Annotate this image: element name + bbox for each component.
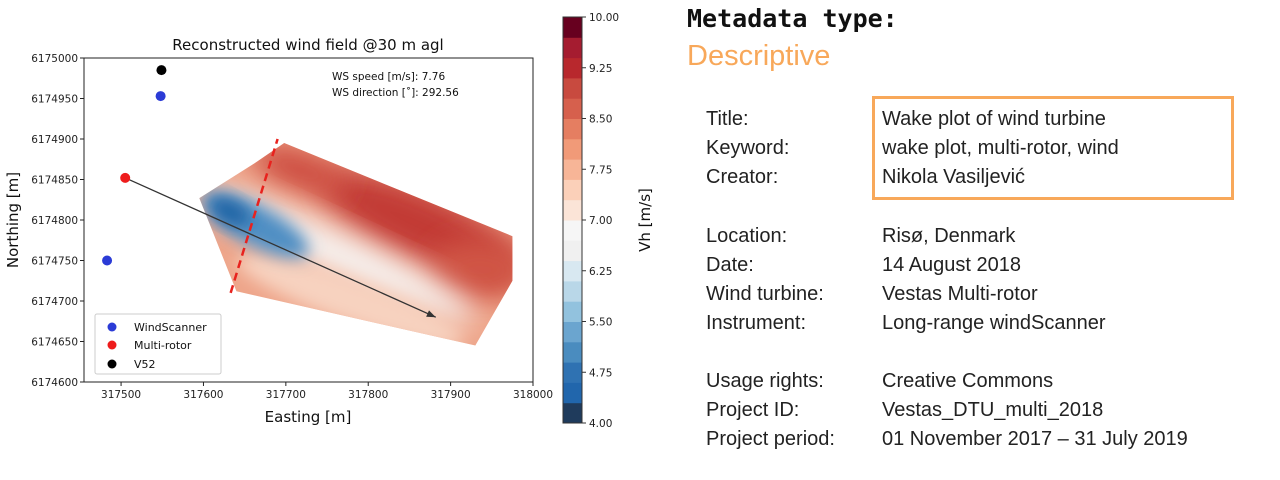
colorbar-band — [563, 37, 582, 59]
colorbar-band — [563, 17, 582, 38]
colorbar-tick-label: 6.25 — [589, 266, 612, 278]
metadata-label: Title: — [706, 108, 749, 130]
arrow-head — [426, 310, 436, 318]
ws-direction-annotation: WS direction [˚]: 292.56 — [332, 87, 459, 99]
x-tick-label: 317600 — [183, 389, 223, 401]
legend: WindScanner Multi-rotor V52 — [94, 313, 222, 375]
colorbar-band — [563, 260, 582, 282]
point-windscanner — [155, 91, 166, 102]
y-tick-label: 6174800 — [31, 215, 78, 227]
metadata-row: Location: Risø, Denmark — [706, 225, 1015, 248]
x-axis-label: Easting [m] — [265, 408, 352, 426]
metadata-row: Keyword: wake plot, multi-rotor, wind — [706, 137, 1119, 160]
colorbar-band — [563, 57, 582, 79]
colorbar-band — [563, 77, 582, 99]
metadata-label: Keyword: — [706, 137, 790, 159]
metadata-label: Usage rights: — [706, 370, 824, 392]
metadata-heading: Metadata type: — [687, 4, 898, 33]
wind-direction-arrow — [124, 177, 437, 318]
metadata-label: Project period: — [706, 428, 835, 450]
colorbar-band — [563, 159, 582, 180]
metadata-row: Title: Wake plot of wind turbine — [706, 108, 1106, 131]
colorbar-tick-label: 7.00 — [589, 215, 612, 227]
colorbar-tick-label: 10.00 — [589, 12, 619, 24]
metadata-row: Wind turbine: Vestas Multi-rotor — [706, 283, 1038, 306]
metadata-row: Project ID: Vestas_DTU_multi_2018 — [706, 399, 1103, 422]
metadata-value: wake plot, multi-rotor, wind — [882, 137, 1119, 159]
colorbar-band — [563, 280, 582, 302]
colorbar-tick-label: 7.75 — [589, 164, 612, 176]
metadata-value: Risø, Denmark — [882, 225, 1016, 247]
x-tick-label: 318000 — [513, 389, 553, 401]
point-windscanner — [102, 255, 113, 266]
metadata-value: Vestas_DTU_multi_2018 — [882, 399, 1104, 421]
metadata-value: Vestas Multi-rotor — [882, 283, 1038, 305]
y-tick-label: 6174700 — [31, 296, 78, 308]
metadata-label: Location: — [706, 225, 788, 247]
ws-speed-annotation: WS speed [m/s]: 7.76 — [332, 71, 445, 83]
highlight-box — [872, 96, 1234, 200]
metadata-row: Date: 14 August 2018 — [706, 254, 1021, 277]
colorbar: 4.00 4.75 5.50 6.25 7.00 7.75 8.50 9.25 10.00 — [562, 12, 619, 430]
y-tick-label: 6174750 — [31, 256, 78, 268]
colorbar-tick-label: 8.50 — [589, 114, 612, 126]
y-tick-label: 6174850 — [31, 175, 78, 187]
colorbar-label: Vh [m/s] — [636, 188, 654, 252]
metadata-value: 01 November 2017 – 31 July 2019 — [882, 428, 1188, 450]
colorbar-tick-label: 5.50 — [589, 317, 612, 329]
metadata-value: Long-range windScanner — [882, 312, 1106, 334]
y-tick-label: 6175000 — [31, 53, 78, 65]
x-tick-label: 317700 — [266, 389, 306, 401]
colorbar-tick-label: 4.00 — [589, 418, 612, 430]
colorbar-band — [563, 382, 582, 404]
colorbar-tick-label: 4.75 — [589, 367, 612, 379]
x-tick-label: 317900 — [431, 389, 471, 401]
x-tick-label: 317500 — [101, 389, 141, 401]
metadata-value: Nikola Vasiljević — [882, 166, 1026, 188]
metadata-type: Descriptive — [687, 40, 831, 72]
y-tick-label: 6174900 — [31, 134, 78, 146]
colorbar-band — [563, 138, 582, 160]
legend-label: Multi-rotor — [134, 339, 192, 352]
chart-title: Reconstructed wind field @30 m agl — [172, 36, 443, 54]
wind-field-chart: Reconstructed wind field @30 m agl 31750… — [4, 12, 654, 430]
point-multi-rotor — [120, 172, 131, 183]
legend-label: WindScanner — [134, 321, 207, 334]
legend-label: V52 — [134, 358, 156, 371]
y-tick-label: 6174650 — [31, 337, 78, 349]
colorbar-band — [563, 220, 582, 241]
metadata-label: Date: — [706, 254, 754, 276]
metadata-row: Project period: 01 November 2017 – 31 Jul… — [706, 428, 1188, 451]
colorbar-band — [563, 199, 582, 221]
legend-marker-v52 — [107, 359, 117, 369]
rotor-plane-dashed-line — [229, 138, 279, 294]
metadata-value: Creative Commons — [882, 370, 1054, 392]
colorbar-band — [563, 341, 582, 363]
metadata-value: 14 August 2018 — [882, 254, 1022, 276]
colorbar-band — [563, 321, 582, 343]
colorbar-band — [563, 179, 582, 201]
metadata-row: Usage rights: Creative Commons — [706, 370, 1053, 393]
legend-marker-windscanner — [107, 322, 117, 332]
y-axis-label: Northing [m] — [4, 172, 22, 268]
x-tick-label: 317800 — [348, 389, 388, 401]
metadata-row: Creator: Nikola Vasiljević — [706, 166, 1025, 189]
legend-marker-multi-rotor — [107, 340, 117, 350]
point-v52 — [156, 65, 167, 76]
colorbar-tick-label: 9.25 — [589, 63, 612, 75]
metadata-label: Creator: — [706, 166, 779, 188]
colorbar-band — [563, 118, 582, 140]
colorbar-band — [563, 402, 582, 424]
colorbar-band — [563, 240, 582, 262]
metadata-row: Instrument: Long-range windScanner — [706, 312, 1106, 335]
metadata-label: Wind turbine: — [706, 283, 824, 305]
colorbar-band — [563, 301, 582, 322]
metadata-value: Wake plot of wind turbine — [882, 108, 1106, 130]
colorbar-band — [563, 362, 582, 383]
y-tick-label: 6174600 — [31, 377, 78, 389]
y-tick-label: 6174950 — [31, 94, 78, 106]
metadata-label: Project ID: — [706, 399, 800, 421]
metadata-label: Instrument: — [706, 312, 807, 334]
colorbar-band — [563, 98, 582, 119]
